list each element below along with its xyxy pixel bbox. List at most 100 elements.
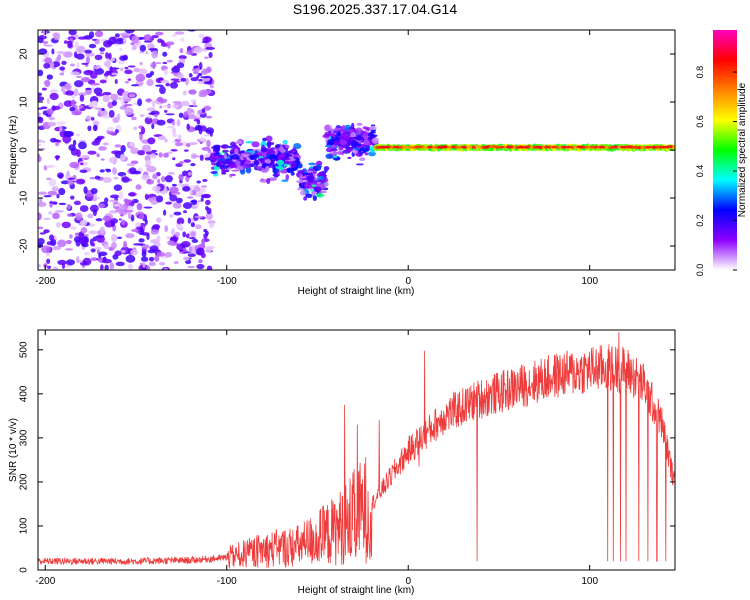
heatmap-blob [80, 76, 91, 83]
heatmap-blob [332, 150, 338, 157]
heatmap-blob [67, 40, 73, 48]
heatmap-blob [174, 142, 184, 147]
heatmap-blob [74, 41, 79, 50]
heatmap-blob [64, 248, 74, 251]
heatmap-blob [164, 225, 169, 233]
heatmap-blob [128, 142, 136, 148]
heatmap-blob [38, 48, 48, 55]
colorbar-tick-label: 0.8 [695, 66, 705, 79]
heatmap-blob [127, 263, 134, 270]
heatmap-blob [146, 179, 155, 185]
heatmap-blob [672, 145, 675, 149]
heatmap-blob [186, 107, 193, 115]
snr-xlabel: Height of straight line (km) [298, 585, 415, 596]
heatmap-blob [148, 112, 156, 115]
heatmap-blob [85, 115, 92, 122]
heatmap-x-ticks: -200 -100 0 100 [35, 30, 598, 287]
colorbar-tick-label: 0.4 [695, 165, 705, 178]
heatmap-blob [198, 61, 203, 70]
heatmap-blob [271, 158, 276, 161]
heatmap-blob [69, 161, 80, 169]
heatmap-blob [48, 210, 53, 215]
heatmap-blob [82, 257, 92, 266]
snr-y-tick-label: 500 [19, 341, 30, 358]
heatmap-blob [198, 259, 203, 264]
heatmap-blob [95, 137, 103, 141]
heatmap-blob [176, 217, 185, 225]
heatmap-blob [114, 33, 120, 38]
heatmap-blob [173, 65, 179, 70]
heatmap-blob [49, 92, 59, 101]
heatmap-blob [190, 231, 196, 237]
heatmap-blob [70, 195, 75, 200]
heatmap-blob [38, 139, 43, 143]
heatmap-blob [51, 186, 59, 192]
heatmap-blob [52, 212, 60, 220]
heatmap-blob [165, 201, 173, 205]
heatmap-blob [195, 224, 202, 230]
heatmap-xlabel: Height of straight line (km) [298, 286, 415, 297]
heatmap-blob [76, 62, 80, 70]
heatmap-blob [93, 65, 100, 70]
heatmap-blob [120, 98, 125, 106]
heatmap-blob [316, 164, 322, 171]
heatmap-blob [193, 186, 201, 192]
heatmap-blob [113, 176, 119, 180]
heatmap-blob [182, 210, 188, 214]
heatmap-blob [349, 134, 357, 138]
heatmap-blob [38, 201, 47, 207]
heatmap-blob [157, 178, 161, 184]
heatmap-blob [38, 112, 41, 117]
heatmap-blob [53, 32, 61, 41]
heatmap-blob [152, 224, 161, 230]
heatmap-blob [181, 102, 190, 107]
heatmap-blob [114, 144, 122, 148]
heatmap-blob [183, 111, 189, 118]
heatmap-blob [159, 98, 168, 104]
snr-x-tick-label: 100 [581, 576, 598, 587]
heatmap-blob [265, 135, 273, 142]
heatmap-blob [43, 217, 51, 221]
heatmap-blob [172, 104, 179, 109]
heatmap-blob [38, 143, 42, 147]
heatmap-blob [43, 229, 50, 234]
heatmap-blob [318, 171, 323, 175]
heatmap-y-ticks: -20 -10 0 10 20 [19, 48, 675, 253]
heatmap-blob [57, 239, 67, 248]
heatmap-blob [93, 87, 103, 95]
heatmap-blob [150, 153, 157, 159]
heatmap-blob [155, 62, 162, 65]
heatmap-blob [110, 93, 119, 101]
heatmap-blob [118, 60, 125, 65]
heatmap-blob [163, 68, 168, 76]
heatmap-blob [141, 267, 147, 270]
heatmap-blob [196, 180, 201, 184]
heatmap-blob [127, 65, 136, 68]
heatmap-blob [288, 154, 293, 157]
heatmap-blob [169, 214, 174, 218]
heatmap-blob [204, 56, 209, 60]
heatmap-blob [178, 112, 184, 118]
heatmap-blob [180, 37, 185, 43]
heatmap-blob [102, 115, 111, 119]
heatmap-blob [157, 135, 166, 140]
colorbar-label: Normalized spectral amplitude [737, 82, 748, 217]
heatmap-blob [314, 186, 322, 193]
heatmap-blob [216, 161, 220, 168]
colorbar-tick-label: 0.6 [695, 115, 705, 128]
snr-series-line [38, 332, 675, 569]
heatmap-blob [324, 124, 330, 132]
heatmap-blob [121, 219, 126, 225]
heatmap-blob [76, 256, 80, 264]
heatmap-blob [59, 66, 66, 71]
heatmap-blob [90, 257, 98, 261]
heatmap-blob [76, 133, 80, 137]
heatmap-blob [298, 173, 304, 181]
heatmap-y-tick-label: -20 [19, 238, 30, 253]
heatmap-blob [143, 206, 153, 209]
heatmap-blob [152, 173, 158, 180]
heatmap-blob [135, 222, 142, 228]
heatmap-blob [131, 45, 137, 51]
heatmap-blob [143, 40, 153, 43]
heatmap-blob [185, 233, 190, 239]
